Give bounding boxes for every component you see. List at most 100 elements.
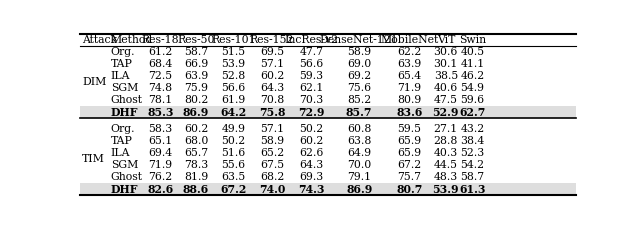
Text: 52.3: 52.3 (460, 148, 484, 158)
Text: 54.2: 54.2 (461, 160, 484, 170)
Text: 63.8: 63.8 (347, 136, 371, 146)
Text: 57.1: 57.1 (260, 59, 284, 69)
Text: 58.9: 58.9 (260, 136, 284, 146)
Text: TAP: TAP (111, 59, 132, 69)
Text: 67.2: 67.2 (220, 184, 246, 195)
Text: 56.6: 56.6 (300, 59, 324, 69)
Text: 74.0: 74.0 (259, 184, 285, 195)
Text: 48.3: 48.3 (434, 172, 458, 182)
Text: 57.1: 57.1 (260, 124, 284, 134)
Text: 50.2: 50.2 (221, 136, 245, 146)
Text: DHF: DHF (111, 184, 138, 195)
Text: 74.3: 74.3 (298, 184, 325, 195)
Text: 68.0: 68.0 (184, 136, 208, 146)
Text: 44.5: 44.5 (434, 160, 458, 170)
Text: 70.3: 70.3 (300, 95, 324, 105)
Text: 64.3: 64.3 (260, 83, 284, 93)
Text: Res-152: Res-152 (250, 35, 294, 45)
Text: 46.2: 46.2 (460, 71, 484, 81)
Text: 79.1: 79.1 (347, 172, 371, 182)
Text: MobileNet: MobileNet (380, 35, 438, 45)
Text: 56.6: 56.6 (221, 83, 245, 93)
Text: 58.7: 58.7 (184, 47, 208, 57)
Text: 60.8: 60.8 (347, 124, 371, 134)
Text: 86.9: 86.9 (346, 184, 372, 195)
Text: 62.2: 62.2 (397, 47, 422, 57)
Text: 69.2: 69.2 (347, 71, 371, 81)
Text: Res-101: Res-101 (211, 35, 255, 45)
Text: 65.2: 65.2 (260, 148, 284, 158)
Text: 62.1: 62.1 (300, 83, 324, 93)
Text: 67.2: 67.2 (397, 160, 422, 170)
Text: Ghost: Ghost (111, 95, 143, 105)
Text: 51.5: 51.5 (221, 47, 245, 57)
Text: 61.9: 61.9 (221, 95, 245, 105)
Bar (80, 183, 576, 195)
Text: 75.7: 75.7 (397, 172, 421, 182)
Text: 30.1: 30.1 (434, 59, 458, 69)
Text: 72.9: 72.9 (298, 107, 325, 118)
Text: 38.5: 38.5 (434, 71, 458, 81)
Text: 54.9: 54.9 (461, 83, 484, 93)
Text: ILA: ILA (111, 148, 131, 158)
Text: 82.6: 82.6 (147, 184, 173, 195)
Text: 80.9: 80.9 (397, 95, 422, 105)
Text: Ghost: Ghost (111, 172, 143, 182)
Text: DIM: DIM (82, 77, 106, 87)
Text: DHF: DHF (111, 107, 138, 118)
Text: ILA: ILA (111, 71, 131, 81)
Text: IncRes-v2: IncRes-v2 (285, 35, 339, 45)
Text: 38.4: 38.4 (460, 136, 484, 146)
Text: Swin: Swin (459, 35, 486, 45)
Text: 43.2: 43.2 (460, 124, 484, 134)
Text: 58.9: 58.9 (347, 47, 371, 57)
Text: 67.5: 67.5 (260, 160, 284, 170)
Text: 59.3: 59.3 (300, 71, 324, 81)
Text: 76.2: 76.2 (148, 172, 172, 182)
Text: 83.6: 83.6 (396, 107, 422, 118)
Text: 60.2: 60.2 (260, 71, 284, 81)
Text: 81.9: 81.9 (184, 172, 208, 182)
Text: 69.4: 69.4 (148, 148, 172, 158)
Text: 63.5: 63.5 (221, 172, 245, 182)
Text: 65.4: 65.4 (397, 71, 421, 81)
Text: 66.9: 66.9 (184, 59, 208, 69)
Text: 60.2: 60.2 (300, 136, 324, 146)
Text: 70.0: 70.0 (347, 160, 371, 170)
Text: 58.3: 58.3 (148, 124, 172, 134)
Text: 61.2: 61.2 (148, 47, 173, 57)
Text: 69.0: 69.0 (347, 59, 371, 69)
Text: 64.2: 64.2 (220, 107, 246, 118)
Text: 41.1: 41.1 (460, 59, 484, 69)
Text: 58.7: 58.7 (461, 172, 484, 182)
Text: 64.3: 64.3 (300, 160, 324, 170)
Text: 65.7: 65.7 (184, 148, 208, 158)
Text: 61.3: 61.3 (460, 184, 486, 195)
Text: 59.6: 59.6 (461, 95, 484, 105)
Text: 27.1: 27.1 (434, 124, 458, 134)
Text: Res-18: Res-18 (141, 35, 179, 45)
Text: Attack: Attack (82, 35, 117, 45)
Text: 40.6: 40.6 (434, 83, 458, 93)
Text: 64.9: 64.9 (347, 148, 371, 158)
Text: 40.5: 40.5 (461, 47, 484, 57)
Text: SGM: SGM (111, 160, 138, 170)
Text: 49.9: 49.9 (221, 124, 245, 134)
Text: 65.1: 65.1 (148, 136, 172, 146)
Text: 28.8: 28.8 (434, 136, 458, 146)
Text: 30.6: 30.6 (434, 47, 458, 57)
Text: 71.9: 71.9 (397, 83, 421, 93)
Text: 68.2: 68.2 (260, 172, 284, 182)
Text: 80.7: 80.7 (396, 184, 422, 195)
Text: 75.9: 75.9 (184, 83, 208, 93)
Text: Method: Method (111, 35, 153, 45)
Text: ViT: ViT (436, 35, 455, 45)
Text: 68.4: 68.4 (148, 59, 172, 69)
Text: 63.9: 63.9 (184, 71, 208, 81)
Text: 78.3: 78.3 (184, 160, 208, 170)
Text: 69.5: 69.5 (260, 47, 284, 57)
Text: Org.: Org. (111, 124, 135, 134)
Text: 62.7: 62.7 (460, 107, 486, 118)
Text: 69.3: 69.3 (300, 172, 324, 182)
Text: 78.1: 78.1 (148, 95, 172, 105)
